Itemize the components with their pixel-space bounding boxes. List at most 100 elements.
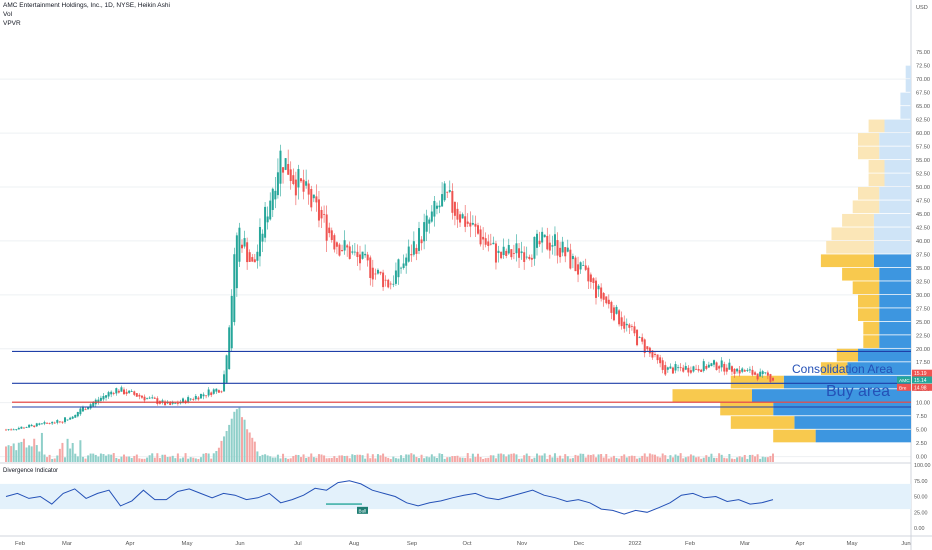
volume-bar — [274, 457, 277, 462]
candle-body — [702, 361, 705, 371]
candle-body — [361, 251, 364, 259]
volume-bar — [364, 458, 367, 462]
candle-body — [541, 231, 544, 243]
time-tick-label: Feb — [685, 541, 695, 547]
candle-body — [107, 392, 110, 397]
volume-bar — [112, 453, 115, 462]
candle-body — [618, 310, 621, 325]
volume-bar — [430, 454, 433, 462]
volume-bar — [341, 455, 344, 462]
vpvr-bar-down — [879, 133, 911, 146]
price-tick-label: 37.50 — [916, 252, 930, 258]
candle-body — [325, 214, 328, 241]
candle-body — [715, 362, 718, 370]
candle-body — [453, 201, 456, 216]
vpvr-bar-down — [879, 308, 911, 321]
candle-body — [689, 370, 692, 373]
price-tick-label: 52.50 — [916, 172, 930, 178]
oscillator-band — [0, 483, 911, 510]
time-tick-label: May — [182, 541, 193, 547]
volume-bar — [587, 454, 590, 462]
volume-bar — [89, 453, 92, 462]
price-label-value-bg — [912, 383, 932, 391]
candle-body — [89, 404, 92, 409]
volume-bar — [397, 458, 400, 462]
volume-bar — [625, 457, 628, 462]
volume-bar — [40, 432, 43, 462]
price-label-value-bg — [912, 369, 932, 377]
candle-body — [607, 299, 610, 305]
candle-body — [692, 366, 695, 372]
candle-body — [76, 412, 79, 417]
candle-body — [140, 395, 143, 398]
candle-body — [761, 371, 764, 375]
vpvr-bar-up — [868, 160, 885, 173]
volume-bar — [146, 457, 149, 462]
volume-bar — [448, 457, 451, 462]
chart-title: AMC Entertainment Holdings, Inc., 1D, NY… — [3, 2, 170, 9]
candle-body — [371, 267, 374, 280]
oscillator-tick-label: 75.00 — [914, 479, 928, 485]
volume-bar — [394, 458, 397, 462]
volume-bar — [166, 456, 169, 462]
volume-bar — [553, 453, 556, 462]
candle-body — [310, 189, 313, 208]
volume-bar — [84, 458, 87, 462]
volume-bar — [494, 458, 497, 462]
volume-bar — [276, 454, 279, 462]
candle-body — [720, 360, 723, 368]
candle-body — [738, 370, 741, 374]
candle-body — [633, 326, 636, 334]
vpvr-profile — [672, 65, 911, 443]
volume-bar — [102, 454, 105, 462]
volume-bar — [202, 453, 205, 462]
candle-body — [84, 409, 87, 411]
volume-bar — [110, 454, 113, 462]
volume-bar — [392, 456, 395, 462]
price-tick-label: 40.00 — [916, 239, 930, 245]
volume-bar — [738, 456, 741, 462]
volume-bar — [335, 457, 338, 462]
volume-bar — [153, 457, 156, 462]
volume-bar — [502, 454, 505, 462]
candle-body — [123, 389, 125, 395]
volume-bar — [623, 454, 626, 462]
candle-body — [641, 337, 644, 342]
candle-body — [577, 264, 580, 275]
volume-bar — [43, 454, 46, 462]
price-tick-label: 75.00 — [916, 50, 930, 56]
candle-body — [146, 398, 149, 400]
candle-body — [30, 424, 33, 427]
candle-body — [515, 243, 518, 254]
volume-bar — [654, 454, 656, 462]
candle-body — [441, 194, 444, 207]
candle-body — [446, 191, 449, 193]
candle-body — [705, 366, 708, 369]
volume-bar — [464, 457, 467, 462]
volume-bar — [64, 457, 66, 462]
vpvr-bar-down — [884, 173, 911, 187]
candle-body — [553, 234, 556, 246]
candle-body — [343, 240, 346, 251]
volume-bar — [87, 455, 90, 462]
candle-body — [220, 391, 223, 393]
candle-body — [484, 238, 487, 245]
candle-body — [412, 241, 415, 255]
volume-bar — [130, 458, 133, 462]
volume-bar — [664, 455, 667, 462]
candle-body — [623, 321, 626, 329]
candle-body — [230, 295, 233, 349]
volume-bar — [223, 436, 226, 462]
candle-body — [330, 230, 333, 240]
time-tick-label: Oct — [462, 541, 471, 547]
volume-bar — [261, 454, 264, 462]
price-tick-label: 67.50 — [916, 91, 930, 97]
candle-body — [215, 388, 218, 392]
price-tick-label: 47.50 — [916, 198, 930, 204]
candle-body — [548, 242, 551, 251]
volume-bar — [143, 458, 146, 462]
volume-bar — [736, 457, 739, 462]
volume-bar — [292, 456, 295, 462]
volume-bar — [541, 455, 544, 462]
